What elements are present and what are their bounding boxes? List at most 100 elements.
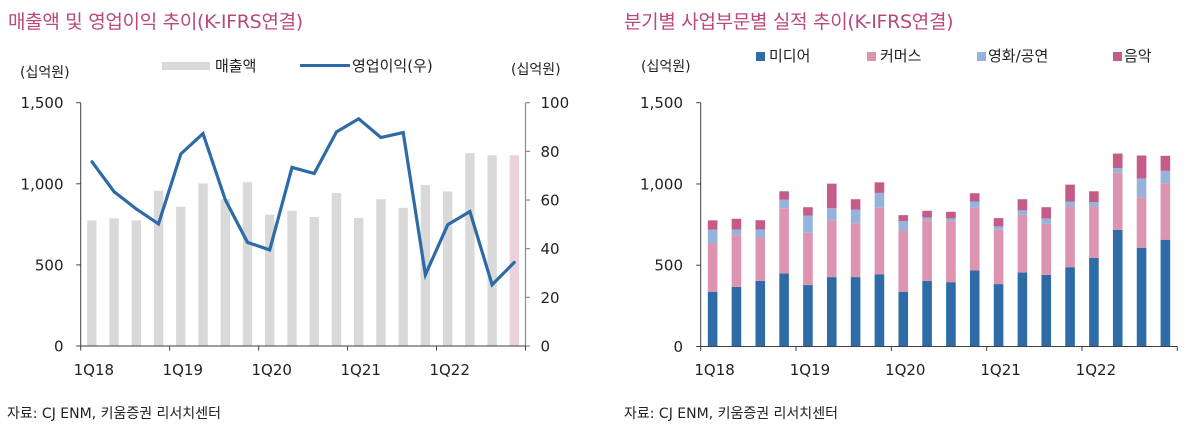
segment-music-1Q19 — [803, 207, 813, 216]
y-tick-label: 0 — [673, 338, 683, 356]
left-y-tick-label: 0 — [54, 338, 64, 356]
legend-label-music: 음악 — [1124, 47, 1152, 65]
segment-commerce-1Q21 — [993, 229, 1004, 285]
x-tick-label: 1Q22 — [429, 361, 469, 379]
legend-label-commerce: 커머스 — [880, 47, 922, 65]
segment-media-2Q22 — [1112, 229, 1123, 347]
right-source-note: 자료: CJ ENM, 키움증권 리서치센터 — [624, 406, 838, 422]
stacked-bar-2Q21 — [1017, 199, 1028, 347]
stacked-bar-4Q22 — [1160, 155, 1171, 347]
right-y-axis-unit: (십억원) — [511, 62, 561, 78]
segment-music-2Q22 — [1112, 153, 1123, 169]
right-chart-y-axis-unit: (십억원) — [641, 59, 691, 75]
segment-media-1Q22 — [1089, 257, 1099, 347]
segment-film-performance-3Q21 — [1041, 218, 1052, 224]
operating-profit-point-3Q19 — [223, 198, 227, 202]
stacked-bar-1Q20 — [898, 215, 909, 347]
x-tick-label: 1Q21 — [340, 361, 380, 379]
sales-bar-4Q19 — [242, 182, 253, 346]
segment-media-3Q22 — [1136, 248, 1147, 347]
segment-commerce-4Q20 — [969, 207, 980, 271]
segment-music-1Q18 — [707, 220, 718, 230]
stacked-bar-3Q22 — [1136, 155, 1147, 347]
x-tick-label: 1Q22 — [1076, 361, 1116, 379]
segment-film-performance-4Q19 — [874, 192, 885, 208]
segment-commerce-1Q19 — [803, 232, 813, 286]
segment-film-performance-3Q20 — [946, 218, 956, 222]
segment-media-4Q21 — [1065, 267, 1075, 347]
segment-commerce-3Q20 — [946, 221, 956, 283]
stacked-bar-2Q18 — [731, 218, 742, 347]
segment-film-performance-2Q22 — [1112, 168, 1123, 173]
segment-media-3Q20 — [946, 282, 956, 347]
segment-film-performance-2Q20 — [922, 217, 932, 221]
operating-profit-point-4Q19 — [246, 240, 249, 244]
segment-media-1Q18 — [707, 291, 718, 347]
segment-music-4Q21 — [1065, 184, 1075, 202]
segment-film-performance-3Q18 — [755, 229, 766, 238]
legend-label-operating-profit: 영업이익(우) — [352, 57, 433, 75]
segment-commerce-2Q22 — [1112, 172, 1123, 230]
operating-profit-point-2Q21 — [379, 136, 383, 139]
legend-label-sales: 매출액 — [215, 57, 257, 75]
sales-bar-1Q19 — [176, 206, 186, 346]
sales-bar-3Q18 — [131, 220, 141, 346]
left-y-tick-label: 1,000 — [21, 175, 64, 193]
segment-media-2Q19 — [826, 277, 837, 347]
legend-swatch-music — [1113, 52, 1122, 61]
sales-bar-4Q18 — [153, 190, 164, 346]
stacked-bar-4Q21 — [1065, 184, 1075, 347]
sales-operating-profit-chart: 0 500 1,000 1,500 0 20 40 60 80 100 1Q18 1Q19 1Q20 1Q… — [21, 94, 570, 379]
operating-profit-point-2Q18 — [112, 190, 116, 194]
x-tick-label: 1Q18 — [74, 361, 114, 379]
segment-music-1Q22 — [1089, 191, 1099, 203]
stacked-bar-3Q21 — [1041, 207, 1052, 347]
x-tick-label: 1Q20 — [252, 361, 292, 379]
segment-film-performance-1Q20 — [898, 221, 909, 231]
segment-commerce-3Q21 — [1041, 223, 1052, 275]
operating-profit-point-1Q19 — [179, 152, 183, 156]
sales-bar-2Q19 — [198, 183, 208, 346]
sales-bar-3Q22 — [487, 155, 497, 346]
sales-bar-2Q18 — [109, 218, 119, 346]
sales-bar-1Q22 — [442, 191, 453, 346]
x-tick-label: 1Q21 — [980, 361, 1020, 379]
segment-film-performance-4Q18 — [779, 199, 789, 209]
segment-commerce-4Q19 — [874, 207, 885, 275]
segment-music-3Q18 — [755, 220, 766, 230]
segment-commerce-1Q22 — [1089, 206, 1099, 258]
operating-profit-point-3Q20 — [312, 172, 316, 175]
right-y-tick-label: 60 — [541, 192, 560, 210]
y-tick-label: 1,500 — [640, 94, 683, 112]
operating-profit-series — [90, 116, 516, 288]
right-y-tick-label: 20 — [541, 289, 560, 307]
legend-swatch-media — [756, 52, 765, 61]
segment-film-performance-2Q21 — [1017, 210, 1028, 215]
stacked-bar-2Q20 — [922, 210, 932, 347]
segment-media-2Q18 — [731, 286, 742, 347]
legend-swatch-film-performance — [977, 52, 986, 61]
segment-media-1Q19 — [803, 285, 813, 347]
segment-music-1Q20 — [898, 215, 909, 222]
segment-music-2Q21 — [1017, 199, 1028, 211]
stacked-bar-4Q18 — [779, 191, 789, 347]
x-tick-label: 1Q19 — [790, 361, 830, 379]
legend-swatch-operating-profit — [300, 64, 350, 67]
segment-media-1Q21 — [993, 284, 1004, 347]
stacked-bar-3Q18 — [755, 220, 766, 347]
operating-profit-point-1Q18 — [90, 160, 94, 163]
segment-film-performance-2Q19 — [826, 208, 837, 221]
segment-commerce-3Q19 — [850, 223, 861, 278]
legend-swatch-sales — [162, 62, 210, 70]
y-tick-label: 1,000 — [640, 175, 683, 193]
y-tick-label: 500 — [654, 257, 683, 275]
segment-commerce-3Q18 — [755, 237, 766, 281]
segment-media-4Q22 — [1160, 239, 1171, 347]
stacked-bar-4Q19 — [874, 182, 885, 347]
segment-media-4Q18 — [779, 273, 789, 347]
sales-bar-3Q20 — [309, 217, 319, 346]
segment-commerce-2Q21 — [1017, 214, 1028, 273]
sales-bar-4Q22 — [509, 155, 520, 346]
stacked-bar-3Q19 — [850, 199, 861, 347]
segment-music-4Q18 — [779, 191, 789, 200]
